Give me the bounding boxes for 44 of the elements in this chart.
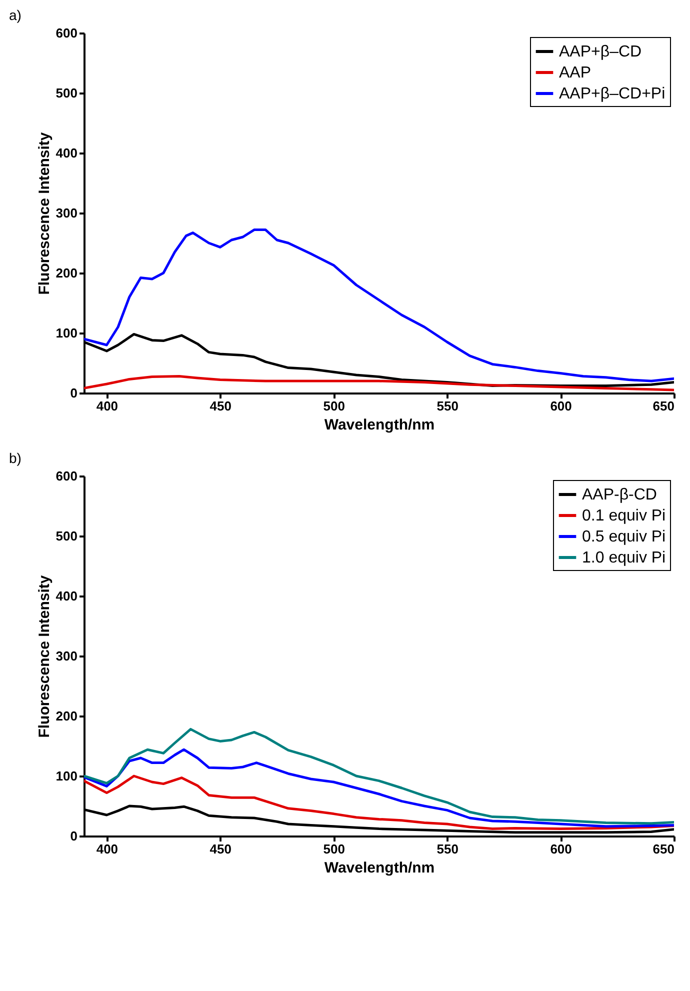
x-tick-label: 500	[323, 398, 345, 414]
y-tick-label: 600	[56, 26, 78, 40]
x-tick-label: 600	[550, 398, 572, 414]
line-series	[84, 728, 674, 825]
y-tick-label: 200	[56, 708, 78, 724]
y-tick-label: 500	[56, 528, 78, 544]
x-tick-label: 650	[652, 398, 674, 414]
y-tick-label: 600	[56, 468, 78, 484]
y-tick-label: 300	[56, 206, 78, 220]
chart-title: b)	[9, 450, 22, 466]
y-axis-title: Fluorescence Intensity	[36, 574, 53, 738]
line-series	[84, 374, 674, 392]
x-tick-label: 450	[210, 842, 232, 856]
x-tick-label: 550	[436, 398, 458, 414]
y-tick-label: 200	[56, 266, 78, 280]
legend-label: 0.5 equiv Pi	[582, 528, 666, 546]
legend-label: AAP+β–CD+Pi	[559, 86, 666, 102]
y-tick-label: 0	[70, 386, 78, 400]
chart-title: a)	[9, 7, 22, 23]
y-tick-label: 0	[70, 828, 78, 844]
x-tick-label: 450	[210, 398, 232, 414]
line-series	[84, 774, 674, 830]
y-tick-label: 500	[56, 86, 78, 100]
x-axis-title: Wavelength/nm	[324, 416, 435, 434]
x-tick-label: 400	[96, 842, 118, 856]
x-axis-title: Wavelength/nm	[324, 860, 435, 876]
x-tick-label: 550	[436, 842, 458, 856]
x-tick-label: 650	[652, 842, 674, 856]
y-tick-label: 400	[56, 588, 78, 604]
legend-label: 1.0 equiv Pi	[582, 550, 666, 566]
x-tick-label: 400	[96, 398, 118, 414]
legend-label: AAP	[559, 64, 592, 82]
x-tick-label: 500	[323, 842, 345, 856]
y-tick-label: 300	[56, 648, 78, 664]
legend-label: 0.1 equiv Pi	[582, 508, 666, 524]
line-series	[84, 748, 674, 828]
y-axis-title: Fluorescence Intensity	[36, 132, 53, 295]
x-tick-label: 600	[550, 842, 572, 856]
y-tick-label: 400	[56, 146, 78, 160]
legend-label: AAP+β–CD	[559, 44, 642, 60]
y-tick-label: 100	[56, 768, 78, 784]
y-tick-label: 100	[56, 326, 78, 340]
line-series	[84, 228, 674, 382]
legend-label: AAP-β-CD	[582, 486, 657, 504]
